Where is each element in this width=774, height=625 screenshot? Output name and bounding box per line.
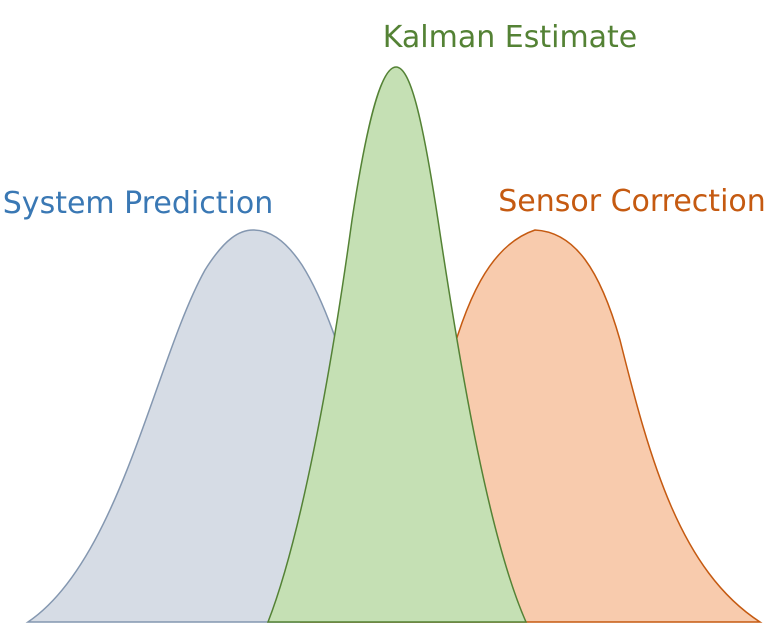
system-prediction-label: System Prediction — [3, 186, 273, 221]
kalman-estimate-curve — [266, 66, 528, 623]
sensor-correction-label: Sensor Correction — [498, 184, 766, 219]
kalman-estimate-label: Kalman Estimate — [383, 20, 638, 55]
